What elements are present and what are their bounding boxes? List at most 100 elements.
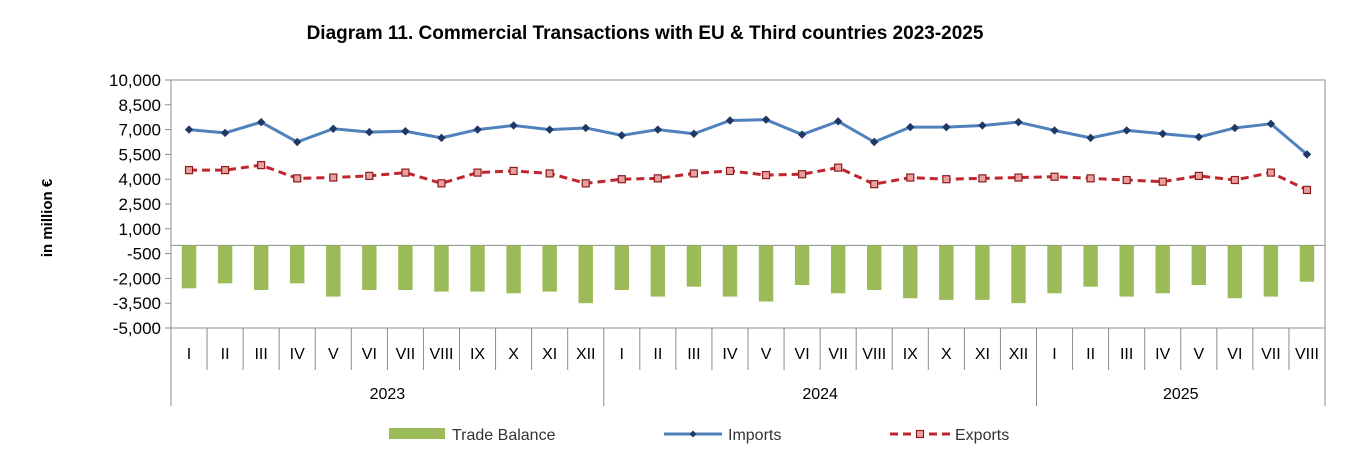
plot-border bbox=[170, 79, 1326, 329]
x-tick-label: VII bbox=[828, 346, 848, 363]
x-tick-label: XI bbox=[542, 346, 557, 363]
y-tick-label: 4,000 bbox=[118, 170, 161, 189]
exports-point bbox=[365, 171, 374, 180]
exports-point bbox=[581, 179, 590, 188]
y-tick-label: 10,000 bbox=[109, 71, 161, 90]
exports-point bbox=[1086, 174, 1095, 183]
trade-balance-bar bbox=[1227, 245, 1243, 299]
imports-point bbox=[473, 125, 482, 134]
imports-point bbox=[725, 116, 735, 125]
x-tick-label: VIII bbox=[429, 346, 453, 363]
trade-balance-bar bbox=[1263, 245, 1279, 297]
trade-balance-bar bbox=[326, 245, 341, 297]
imports-point bbox=[220, 128, 230, 138]
imports-point bbox=[365, 127, 374, 137]
legend-label-imports: Imports bbox=[728, 427, 781, 444]
exports-point bbox=[653, 174, 662, 183]
series-markers bbox=[184, 115, 1312, 195]
y-tick-label: 8,500 bbox=[118, 96, 161, 115]
exports-line bbox=[189, 163, 1308, 192]
exports-point bbox=[184, 166, 194, 175]
trade-balance-bar bbox=[542, 245, 557, 292]
trade-balance-bar bbox=[650, 245, 666, 297]
trade-balance-bar bbox=[722, 245, 738, 297]
exports-point bbox=[906, 173, 915, 182]
trade-balance-bar bbox=[1119, 245, 1134, 297]
exports-point bbox=[329, 173, 338, 182]
x-tick-label: VI bbox=[795, 346, 810, 363]
trade-balance-bar bbox=[181, 245, 197, 289]
x-tick-label: II bbox=[653, 346, 662, 363]
y-tick-label: -3,500 bbox=[113, 294, 161, 313]
imports-line bbox=[188, 118, 1308, 156]
imports-point bbox=[509, 121, 518, 130]
y-tick-label: -5,000 bbox=[113, 319, 161, 338]
y-axis-ticks: -5,000 -3,500 -2,000 -500 1,000 2,500 4,000 5,5… bbox=[109, 71, 171, 338]
x-tick-label: IV bbox=[1155, 346, 1170, 363]
trade-balance-bar bbox=[470, 245, 485, 292]
x-tick-label: III bbox=[254, 346, 267, 363]
exports-point bbox=[761, 170, 771, 180]
exports-point bbox=[401, 168, 410, 177]
exports-point bbox=[1194, 171, 1203, 180]
x-tick-label: VIII bbox=[862, 346, 886, 363]
trade-balance-bar bbox=[939, 245, 954, 300]
trade-balance-bar bbox=[253, 245, 269, 290]
x-tick-label: XII bbox=[576, 346, 596, 363]
legend-swatch-trade-balance bbox=[389, 428, 445, 439]
exports-point bbox=[1230, 175, 1239, 185]
imports-point bbox=[401, 127, 410, 136]
x-axis: I II III IV V VI VII VIII IX X XI XII I II III IV V VI VII… bbox=[170, 328, 1326, 406]
y-tick-label: 2,500 bbox=[118, 195, 161, 214]
trade-balance-bar bbox=[830, 245, 846, 294]
exports-point bbox=[220, 166, 230, 175]
y-tick-label: 7,000 bbox=[118, 121, 161, 140]
y-tick-label: -500 bbox=[127, 245, 161, 264]
trade-balance-bar bbox=[686, 245, 702, 287]
series-lines bbox=[188, 118, 1308, 192]
y-tick-label: 1,000 bbox=[118, 220, 161, 239]
imports-point bbox=[1014, 117, 1023, 127]
x-tick-label: XI bbox=[975, 346, 990, 363]
trade-balance-bar bbox=[758, 245, 774, 302]
exports-point bbox=[617, 175, 626, 184]
exports-point bbox=[509, 166, 518, 176]
trade-balance-bar bbox=[1299, 245, 1315, 282]
trade-balance-bar bbox=[975, 245, 990, 300]
exports-point bbox=[689, 169, 699, 178]
imports-point bbox=[545, 125, 554, 134]
x-tick-label: X bbox=[941, 346, 952, 363]
x-tick-label: IX bbox=[903, 346, 918, 363]
legend-marker-exports bbox=[915, 429, 925, 439]
imports-point bbox=[1122, 126, 1131, 135]
exports-point bbox=[870, 180, 879, 189]
imports-point bbox=[437, 133, 446, 143]
x-tick-label: XII bbox=[1009, 346, 1029, 363]
imports-point bbox=[256, 117, 266, 127]
trade-balance-bar bbox=[434, 245, 449, 292]
x-tick-label: IV bbox=[722, 346, 737, 363]
x-tick-label: X bbox=[508, 346, 519, 363]
exports-point bbox=[1266, 168, 1276, 177]
imports-point bbox=[833, 117, 843, 126]
imports-point bbox=[1302, 150, 1312, 159]
trade-balance-bar bbox=[1083, 245, 1098, 287]
exports-point bbox=[1302, 185, 1312, 195]
exports-point bbox=[942, 175, 951, 184]
imports-point bbox=[1050, 126, 1059, 135]
exports-point bbox=[1122, 175, 1131, 185]
chart-title: Diagram 11. Commercial Transactions with… bbox=[307, 23, 984, 44]
trade-balance-bar bbox=[398, 245, 413, 290]
exports-point bbox=[797, 170, 807, 179]
imports-point bbox=[1230, 123, 1240, 133]
y-axis-label: in million € bbox=[39, 178, 56, 257]
imports-point bbox=[906, 122, 915, 132]
exports-point bbox=[1158, 177, 1167, 186]
exports-point bbox=[545, 169, 554, 178]
trade-balance-bar bbox=[614, 245, 629, 290]
imports-point bbox=[653, 125, 663, 134]
x-tick-label: VIII bbox=[1295, 346, 1319, 363]
trade-balance-bar bbox=[362, 245, 377, 290]
x-tick-label: I bbox=[620, 346, 624, 363]
